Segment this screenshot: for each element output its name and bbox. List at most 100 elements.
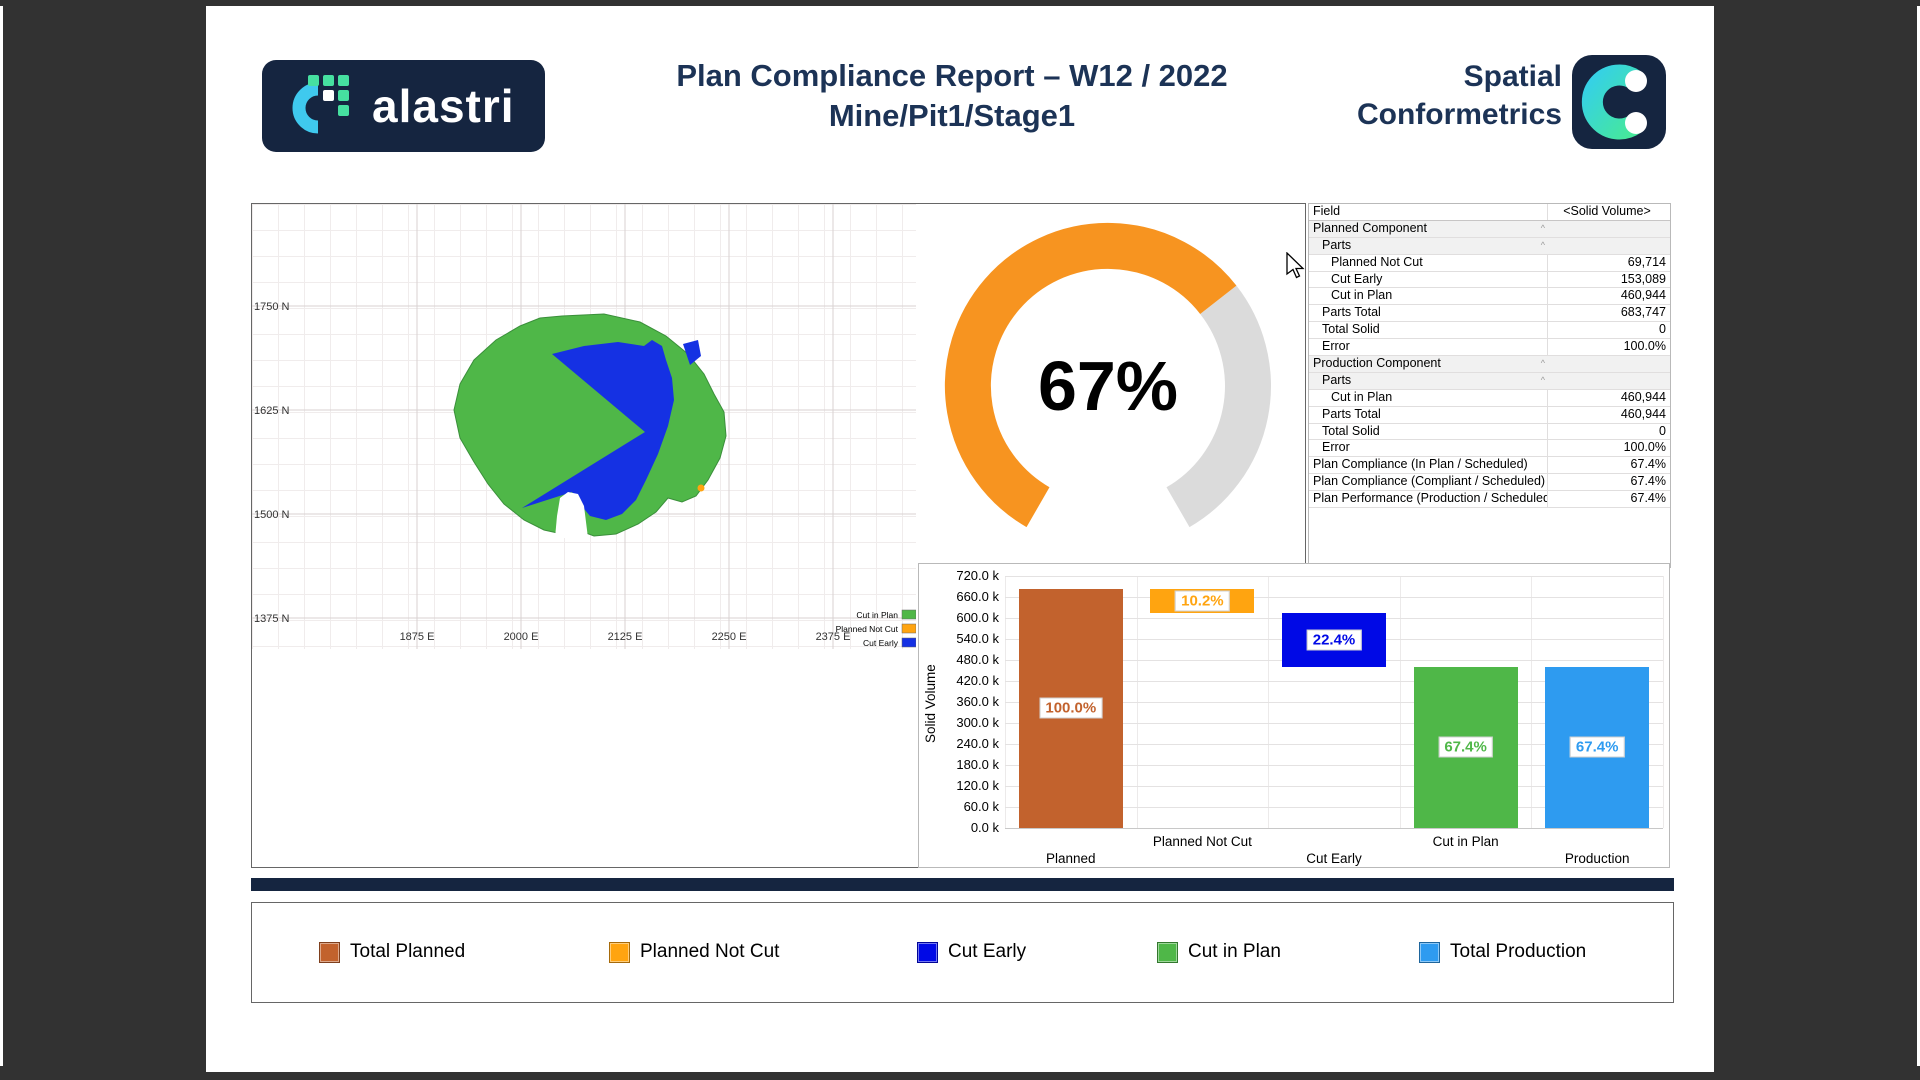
table-row: Plan Performance (Production / Scheduled… (1309, 491, 1670, 509)
bar-chart-y-tick-label: 360.0 k (956, 694, 999, 709)
cut-in-plan-swatch (1157, 941, 1178, 963)
volume-table-rows: Planned Component ^ Parts ^ Planned Not Cut 6… (1309, 220, 1670, 509)
table-row-label: Production Component (1313, 356, 1441, 371)
table-row: Plan Compliance (In Plan / Scheduled) 67.… (1309, 457, 1670, 475)
table-row-value: 153,089 (1547, 271, 1670, 288)
table-row-label: Error (1322, 339, 1350, 354)
table-row-value: 69,714 (1547, 254, 1670, 271)
table-row-value: 460,944 (1547, 389, 1670, 406)
gauge-value-label: 67% (1038, 347, 1178, 425)
collapse-icon[interactable]: ^ (1540, 222, 1545, 233)
bar-chart-gridline (1005, 702, 1663, 703)
table-header-row: Field <Solid Volume> (1309, 204, 1670, 221)
table-row-value (1548, 221, 1670, 237)
bar-chart-y-tick-label: 600.0 k (956, 610, 999, 625)
table-row-label: Cut in Plan (1331, 389, 1393, 404)
table-row-value (1548, 373, 1670, 389)
table-row-label: Cut in Plan (1331, 288, 1393, 303)
bar-chart-gridline (1005, 597, 1663, 598)
table-row-label: Total Solid (1322, 423, 1380, 438)
bar-chart-gridline (1005, 681, 1663, 682)
pit-planned-not-cut-mark (697, 484, 705, 492)
table-row: Parts ^ (1309, 372, 1670, 390)
bar-chart-y-tick-label: 300.0 k (956, 715, 999, 730)
compliance-gauge: 67% (938, 216, 1278, 556)
table-header-value: <Solid Volume> (1547, 204, 1670, 220)
table-row: Plan Compliance (Compliant / Scheduled) 6… (1309, 474, 1670, 492)
bar-value-label: 22.4% (1306, 629, 1362, 651)
gauge-track-arc (1166, 285, 1271, 528)
bar-chart-gridline (1005, 786, 1663, 787)
table-row-label: Parts Total (1322, 406, 1381, 421)
bar-chart-gridline (1005, 576, 1663, 577)
svg-text:1625 N: 1625 N (254, 405, 290, 417)
bar-chart-y-tick-label: 240.0 k (956, 736, 999, 751)
cut-early-swatch (917, 941, 938, 963)
collapse-icon[interactable]: ^ (1540, 374, 1545, 385)
map-x-axis-labels: 1875 E 2000 E 2125 E 2250 E 2375 E (400, 631, 851, 643)
table-row-value: 460,944 (1547, 406, 1670, 423)
map-y-axis-labels: 1750 N 1625 N 1500 N 1375 N (254, 301, 290, 625)
plan-map-panel: 1750 N 1625 N 1500 N 1375 N 1875 E 2000 … (251, 203, 1306, 868)
alastri-logo-text: alastri (372, 80, 515, 132)
bar-chart-y-tick-label: 480.0 k (956, 652, 999, 667)
bar-value-label: 67.4% (1438, 736, 1493, 758)
svg-text:2125 E: 2125 E (608, 631, 643, 643)
svg-text:Cut in Plan: Cut in Plan (856, 610, 898, 620)
table-row-value: 0 (1547, 322, 1670, 339)
table-row-label: Plan Compliance (In Plan / Scheduled) (1313, 457, 1528, 472)
legend-item-cut-early: Cut Early (917, 941, 1026, 963)
solid-volume-table: Field <Solid Volume> Planned Component ^ P… (1308, 203, 1671, 568)
bar-chart-x-category-label: Production (1564, 851, 1630, 866)
screen-edge-left (0, 6, 3, 1066)
table-row-value (1548, 238, 1670, 254)
compliance-gauge-svg: 67% (944, 222, 1271, 528)
bar-chart-x-category-label: Cut in Plan (1432, 834, 1499, 849)
collapse-icon[interactable]: ^ (1540, 239, 1545, 250)
mouse-cursor-icon (1285, 251, 1305, 285)
bar-chart-y-tick-label: 60.0 k (963, 799, 999, 814)
svg-text:2000 E: 2000 E (504, 631, 539, 643)
alastri-logo-icon (292, 75, 349, 134)
gauge-value-arc (944, 222, 1237, 528)
map-plot: 1750 N 1625 N 1500 N 1375 N 1875 E 2000 … (252, 204, 917, 649)
table-row-label: Cut Early (1331, 271, 1383, 286)
table-row: Total Solid 0 (1309, 423, 1670, 441)
table-row: Parts Total 683,747 (1309, 305, 1670, 323)
bar-chart-x-category-label: Planned (1046, 851, 1096, 866)
bar-chart-y-tick-label: 420.0 k (956, 673, 999, 688)
bar-chart-gridline (1005, 807, 1663, 808)
bar-chart-gridline (1005, 744, 1663, 745)
bar-chart-y-tick-label: 0.0 k (970, 820, 999, 835)
table-row-value: 100.0% (1547, 339, 1670, 356)
page-title-line1: Plan Compliance Report – W12 / 2022 (676, 58, 1228, 93)
bar-chart-x-category-label: Cut Early (1306, 851, 1362, 866)
table-row: Error 100.0% (1309, 440, 1670, 458)
legend-item-planned-not-cut: Planned Not Cut (609, 941, 779, 963)
table-row-value: 67.4% (1547, 457, 1670, 474)
table-header-field: Field (1313, 204, 1341, 218)
svg-text:1875 E: 1875 E (400, 631, 435, 643)
svg-text:2250 E: 2250 E (712, 631, 747, 643)
spatial-conformetrics-logo-icon (1581, 64, 1647, 140)
table-row-label: Planned Component (1313, 220, 1427, 235)
solid-volume-bar-chart: Solid Volume 0.0 k 60.0 k 120.0 k 180.0 k 24… (918, 563, 1670, 868)
alastri-c-shape (292, 82, 319, 134)
table-row-label: Error (1322, 440, 1350, 455)
table-row: Parts ^ (1309, 237, 1670, 255)
legend-item-total-planned: Total Planned (319, 941, 465, 963)
bar-chart-y-tick-label: 120.0 k (956, 778, 999, 793)
table-row-label: Plan Compliance (Compliant / Scheduled) (1313, 474, 1546, 489)
table-row: Total Solid 0 (1309, 322, 1670, 340)
bar-chart-gridline (1005, 765, 1663, 766)
table-row-value: 67.4% (1547, 491, 1670, 508)
svg-text:2375 E: 2375 E (816, 631, 851, 643)
spatial-conformetrics-wordmark: Spatial Conformetrics (1356, 60, 1562, 131)
collapse-icon[interactable]: ^ (1540, 358, 1545, 369)
table-row-label: Planned Not Cut (1331, 254, 1423, 269)
table-row: Planned Component ^ (1309, 220, 1670, 238)
pit-bottom-notch (555, 492, 588, 538)
svg-text:Planned Not Cut: Planned Not Cut (836, 624, 899, 634)
pit-cut-early-region (522, 340, 674, 520)
